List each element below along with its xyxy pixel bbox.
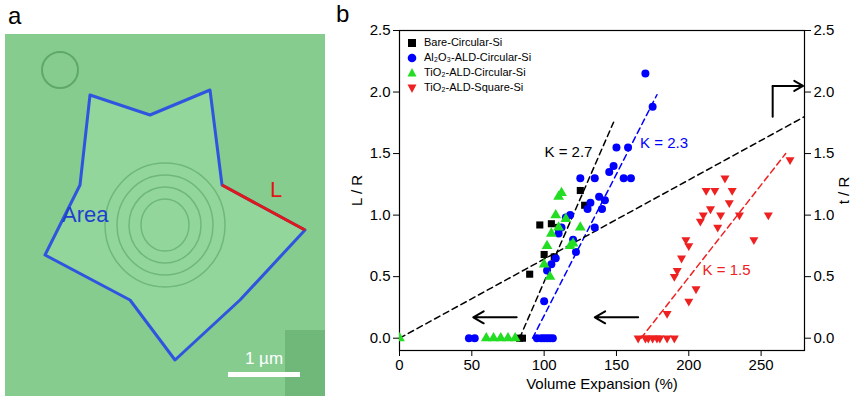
html-text:TiO₂-ALD-Circular-Si: TiO₂-ALD-Circular-Si [424, 66, 526, 78]
svg-text:K = 2.7: K = 2.7 [544, 143, 592, 160]
svg-text:2.5: 2.5 [370, 21, 391, 38]
svg-text:t / R: t / R [835, 177, 852, 205]
svg-text:K = 1.5: K = 1.5 [703, 261, 751, 278]
svg-text:0.0: 0.0 [370, 329, 391, 346]
svg-text:1 µm: 1 µm [245, 349, 283, 368]
svg-text:L / R: L / R [348, 175, 365, 206]
svg-text:0.5: 0.5 [814, 267, 835, 284]
html-text:TiO₂-ALD-Square-Si: TiO₂-ALD-Square-Si [424, 81, 524, 93]
svg-text:1.5: 1.5 [370, 144, 391, 161]
svg-text:Volume Expansion (%): Volume Expansion (%) [526, 375, 678, 392]
svg-text:0: 0 [395, 356, 403, 373]
svg-text:1.5: 1.5 [814, 144, 835, 161]
svg-text:100: 100 [532, 356, 557, 373]
html-text:Al₂O₃-ALD-Circular-Si: Al₂O₃-ALD-Circular-Si [424, 51, 532, 63]
svg-text:2.0: 2.0 [370, 83, 391, 100]
svg-text:0.0: 0.0 [814, 329, 835, 346]
svg-text:200: 200 [676, 356, 701, 373]
svg-text:L: L [270, 177, 282, 202]
svg-text:50: 50 [463, 356, 480, 373]
svg-text:1.0: 1.0 [370, 206, 391, 223]
html-text:b: b [336, 0, 350, 27]
svg-text:a: a [8, 2, 22, 29]
svg-text:250: 250 [749, 356, 774, 373]
svg-text:K = 2.3: K = 2.3 [640, 134, 688, 151]
svg-text:2.5: 2.5 [814, 21, 835, 38]
svg-text:2.0: 2.0 [814, 83, 835, 100]
svg-text:Area: Area [62, 202, 109, 227]
svg-text:1.0: 1.0 [814, 206, 835, 223]
svg-text:0.5: 0.5 [370, 267, 391, 284]
html-text:Bare-Circular-Si: Bare-Circular-Si [424, 36, 503, 48]
svg-text:150: 150 [604, 356, 629, 373]
